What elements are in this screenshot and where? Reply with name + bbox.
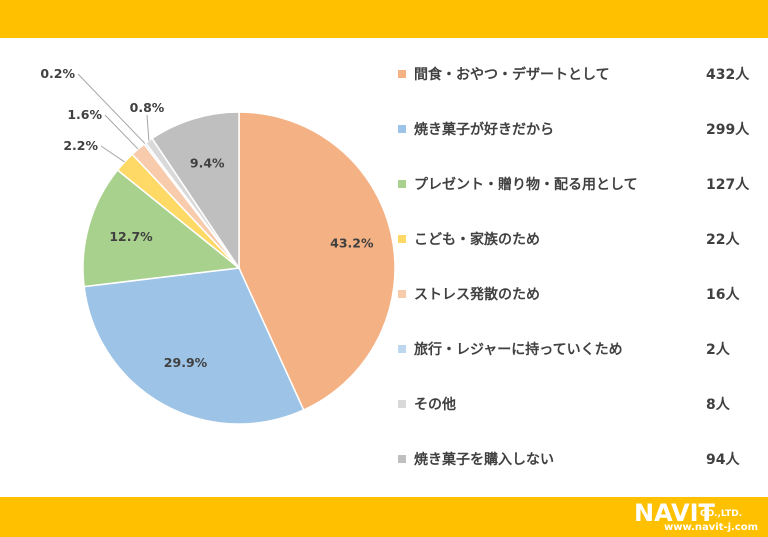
- logo-suffix: CO.,LTD.: [700, 509, 743, 519]
- legend-label: 焼き菓子を購入しない: [414, 452, 554, 468]
- legend-swatch: [398, 345, 406, 353]
- slice-percent-label: 43.2%: [330, 236, 374, 251]
- navit-logo: NAVIT CO.,LTD. www.navit-j.com: [634, 499, 762, 535]
- leader-line: [146, 114, 150, 141]
- legend-item: 焼き菓子が好きだから 299人: [398, 117, 758, 141]
- leader-line: [77, 73, 146, 144]
- slice-percent-label: 0.2%: [40, 66, 75, 81]
- slice-percent-label: 0.8%: [130, 100, 165, 115]
- pie-slice: [83, 267, 305, 425]
- legend-swatch: [398, 180, 406, 188]
- legend-count: 8人: [706, 397, 730, 413]
- pie-slice: [151, 111, 240, 271]
- pie-slice: [82, 169, 241, 288]
- leader-line: [104, 114, 139, 150]
- legend-label: 間食・おやつ・デザートとして: [414, 67, 610, 83]
- legend-label: 旅行・レジャーに持っていくため: [414, 342, 623, 358]
- slice-percent-label: 1.6%: [67, 107, 102, 122]
- leader-lines: [77, 73, 150, 163]
- top-banner: [0, 0, 768, 38]
- legend-count: 22人: [706, 232, 740, 248]
- slice-percent-label: 12.7%: [109, 229, 153, 244]
- logo-url: www.navit-j.com: [664, 522, 759, 533]
- slice-percent-label: 29.9%: [164, 355, 208, 370]
- legend-count: 94人: [706, 452, 740, 468]
- legend-item: こども・家族のため 22人: [398, 227, 758, 251]
- legend-label: プレゼント・贈り物・配る用として: [414, 177, 638, 193]
- legend-label: その他: [414, 397, 456, 413]
- logo-wordmark: NAVIT: [634, 499, 715, 527]
- legend-count: 2人: [706, 342, 730, 358]
- pie-slice: [238, 111, 396, 411]
- legend-count: 299人: [706, 122, 750, 138]
- legend-label: 焼き菓子が好きだから: [414, 122, 554, 138]
- legend-item: その他 8人: [398, 392, 758, 416]
- slice-labels: 43.2% 29.9% 12.7% 2.2% 1.6% 0.2% 0.8% 9.4%: [40, 66, 374, 370]
- legend-swatch: [398, 290, 406, 298]
- pie-chart: 43.2% 29.9% 12.7% 2.2% 1.6% 0.2% 0.8% 9.4%: [40, 66, 396, 425]
- pie-slices: [82, 111, 396, 425]
- slice-percent-label: 2.2%: [63, 138, 98, 153]
- legend-swatch: [398, 235, 406, 243]
- legend-item: 間食・おやつ・デザートとして 432人: [398, 62, 758, 86]
- legend-count: 432人: [706, 67, 750, 83]
- legend-swatch: [398, 70, 406, 78]
- legend-swatch: [398, 400, 406, 408]
- legend-label: こども・家族のため: [414, 232, 540, 248]
- legend-item: 焼き菓子を購入しない 94人: [398, 447, 758, 471]
- legend-swatch: [398, 125, 406, 133]
- legend-count: 127人: [706, 177, 750, 193]
- legend-label: ストレス発散のため: [414, 287, 540, 303]
- bottom-banner: [0, 497, 768, 537]
- slice-percent-label: 9.4%: [190, 156, 225, 171]
- legend-count: 16人: [706, 287, 740, 303]
- legend-item: プレゼント・贈り物・配る用として 127人: [398, 172, 758, 196]
- legend-swatch: [398, 455, 406, 463]
- legend-item: ストレス発散のため 16人: [398, 282, 758, 306]
- leader-line: [100, 145, 125, 163]
- legend-item: 旅行・レジャーに持っていくため 2人: [398, 337, 758, 361]
